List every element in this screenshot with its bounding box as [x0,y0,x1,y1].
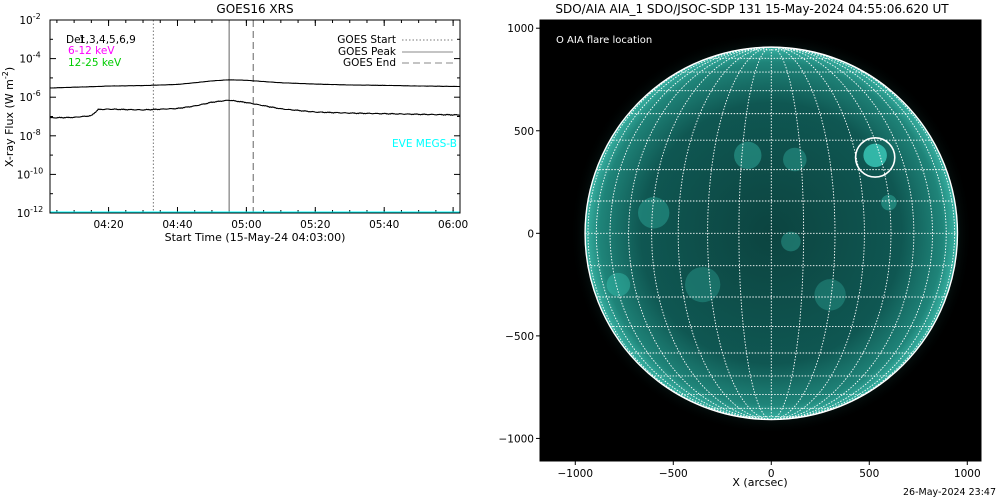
goes-y-tick-label: 10-6 [19,89,40,104]
active-region-patch [814,279,846,311]
goes-x-tick-label: 04:40 [162,219,192,231]
aia-y-tick-label: −500 [505,331,534,343]
eve-megs-b-label: EVE MEGS-B [392,138,457,150]
aia-x-tick-label: 0 [768,468,775,480]
longitude-line [707,46,772,420]
goes-y-tick-label: 10-2 [19,12,40,27]
goes-title: GOES16 XRS [216,2,293,16]
aia-y-tick-label: −1000 [498,433,534,445]
goes-y-tick-label: 10-10 [17,166,43,181]
aia-panel: SDO/AIA AIA_1 SDO/JSOC-SDP 131 15-May-20… [498,2,982,489]
goes-x-tick-label: 06:00 [438,219,468,231]
aia-legend-flare-location: O AIA flare location [556,35,652,46]
goes-y-tick-label: 10-8 [19,128,40,143]
footer-date: 26-May-2024 23:47 [903,487,996,498]
band-12-25-kev: 12-25 keV [68,57,122,69]
longitude-line [738,46,772,420]
active-region-patch [606,272,631,297]
aia-y-tick-label: 0 [527,228,534,240]
goes-event-markers [152,20,254,213]
aia-x-axis-label: X (arcsec) [732,476,787,489]
aia-x-tick-label: −500 [659,468,688,480]
aia-y-tick-label: 500 [514,126,534,138]
longitude-line [677,46,772,420]
longitude-line [771,46,865,420]
aia-x-tick-label: 1000 [954,468,981,480]
goes-plot-frame [49,19,461,214]
active-region-patch [781,231,801,252]
aia-x-ticks: −1000 −500 0 500 1000 [558,461,981,480]
goes-channel-legend: Det 1,3,4,5,6,9 6-12 keV 12-25 keV [66,34,136,69]
active-region-patch [734,141,762,170]
active-region-patch [783,147,807,172]
longitude-line [587,46,772,420]
aia-plot-frame [539,19,982,462]
heliographic-grid [585,46,958,420]
longitude-line [771,46,836,420]
goes-x-axis-label: Start Time (15-May-24 04:03:00) [165,231,346,244]
legend-goes-start: GOES Start [337,34,396,46]
aia-y-ticks: −1000 −500 0 500 1000 [498,23,540,445]
longitude-line [771,46,933,420]
goes-marker-legend: GOES Start GOES Peak GOES End [337,34,453,69]
longitude-line [771,46,915,420]
solar-limb [584,46,959,421]
longitude-line [771,46,892,420]
goes-x-tick-label: 05:20 [300,219,330,231]
active-region-patch [863,143,887,168]
active-regions [606,141,897,311]
longitude-line [771,46,947,420]
goes-y-tick-label: 10-4 [19,51,40,66]
longitude-line [609,46,772,420]
goes-x-tick-label: 05:40 [369,219,399,231]
aia-title: SDO/AIA AIA_1 SDO/JSOC-SDP 131 15-May-20… [555,2,949,16]
det-label: Det [66,34,85,46]
longitude-line [628,46,772,420]
goes-y-ticks: 10-12 10-10 10-8 10-6 10-4 10-2 [17,12,460,220]
det-values: 1,3,4,5,6,9 [79,34,136,46]
longitude-line [771,46,805,420]
aia-x-tick-label: −1000 [558,468,594,480]
flare-location-circle [854,137,896,178]
goes-series-line [50,99,460,119]
goes-x-tick-label: 04:20 [93,219,123,231]
legend-goes-end: GOES End [343,57,396,69]
aia-y-tick-label: 1000 [507,23,534,35]
longitude-line [651,46,772,420]
goes-y-tick-label: 10-12 [17,205,43,220]
longitude-line [595,46,772,420]
band-6-12-kev: 6-12 keV [68,45,115,57]
active-region-patch [685,266,721,303]
legend-goes-peak: GOES Peak [338,46,397,58]
goes-y-axis-label: X-ray Flux (W m-2) [1,67,16,167]
aia-x-tick-label: 500 [859,468,879,480]
goes-series-line [50,79,460,89]
active-region-patch [638,197,670,229]
goes-panel: GOES16 XRS 10-12 10-10 10-8 10-6 10-4 10-2 04… [1,2,468,244]
goes-x-tick-label: 05:00 [231,219,261,231]
